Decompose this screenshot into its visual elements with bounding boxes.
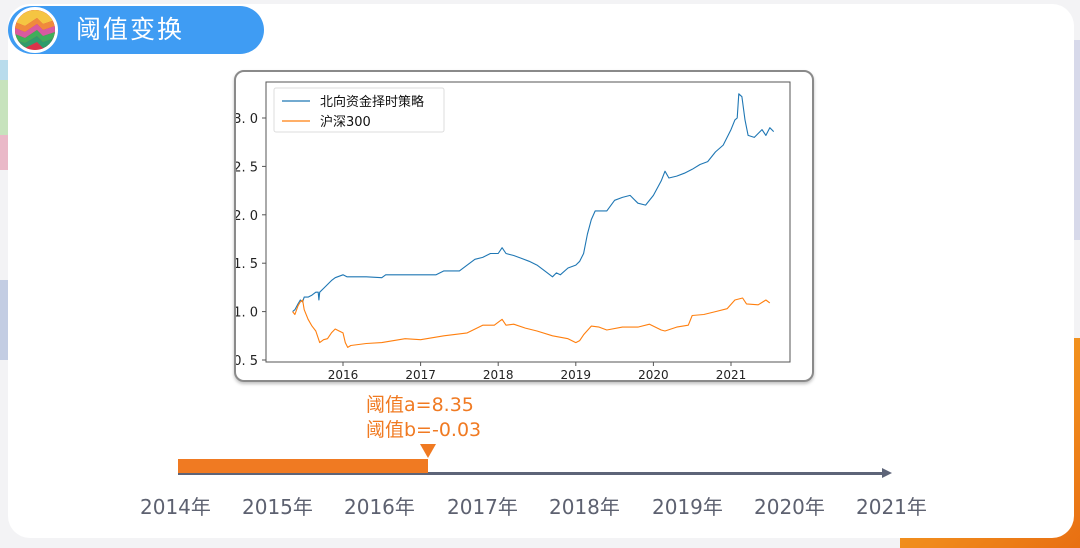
timeline-year-5: 2019年	[652, 495, 723, 519]
y-tick-label: 2. 5	[236, 160, 258, 175]
timeline-arrow-icon	[882, 468, 892, 478]
benchmark-line	[292, 297, 771, 348]
x-tick-label: 2016	[328, 368, 359, 380]
left-decor-strip	[0, 0, 8, 548]
chart-container: 0. 5 1. 0 1. 5 2. 0 2. 5 3. 0 2016 2017 2018 2019…	[234, 70, 814, 382]
y-tick-label: 3. 0	[236, 112, 258, 127]
threshold-b-label: 阈值b=-0.03	[366, 419, 482, 441]
timeline-year-6: 2020年	[754, 495, 825, 519]
timeline-year-2: 2016年	[344, 495, 415, 519]
timeline-year-7: 2021年	[856, 495, 927, 519]
timeline-year-0: 2014年	[140, 495, 211, 519]
chart-legend	[273, 87, 445, 133]
y-tick-label: 2. 0	[236, 209, 258, 224]
right-decor-strip	[1074, 40, 1080, 240]
timeline-year-1: 2015年	[242, 495, 313, 519]
page-title: 阈值变换	[76, 15, 185, 44]
y-tick-label: 0. 5	[236, 354, 258, 369]
x-tick-label: 2017	[405, 368, 436, 380]
strategy-line	[292, 93, 775, 313]
x-tick-label: 2018	[483, 368, 514, 380]
y-tick-label: 1. 5	[236, 257, 258, 272]
x-tick-label: 2019	[561, 368, 592, 380]
x-tick-label: 2021	[716, 368, 747, 380]
y-tick-label: 1. 0	[236, 306, 258, 321]
timeline-axis	[178, 472, 884, 475]
line-chart: 0. 5 1. 0 1. 5 2. 0 2. 5 3. 0 2016 2017 2018 2019…	[236, 81, 791, 380]
timeline-marker-triangle-icon	[420, 444, 436, 458]
timeline-year-3: 2017年	[447, 495, 518, 519]
legend-label: 北向资金择时策略	[320, 94, 424, 110]
timeline-year-4: 2018年	[549, 495, 620, 519]
timeline-progress-bar	[178, 459, 428, 473]
legend-label: 沪深300	[320, 114, 371, 130]
rainbow-logo-icon	[12, 7, 58, 53]
x-tick-label: 2020	[638, 368, 669, 380]
threshold-a-label: 阈值a=8.35	[366, 394, 474, 416]
